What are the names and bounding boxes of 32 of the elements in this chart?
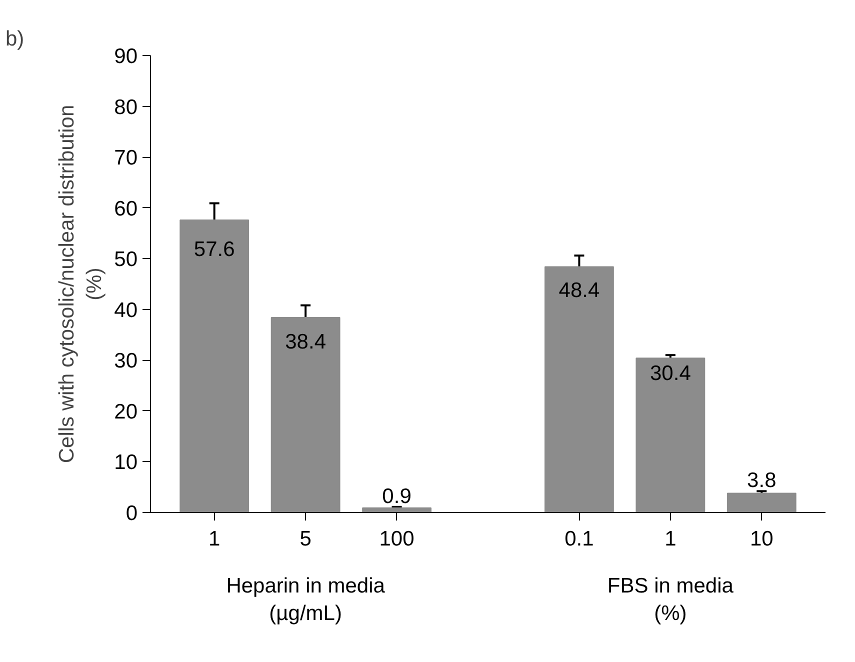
bar [636,358,706,512]
data-label: 38.4 [285,330,326,354]
text: b) [6,28,24,50]
data-label: 0.9 [382,484,412,508]
data-label: 57.6 [194,238,235,261]
y-tick-label: 50 [114,248,138,272]
text: FBS in media (%) [607,574,734,626]
data-label: 30.4 [650,362,692,386]
bar [270,317,340,512]
text: Heparin in media (µg/mL) [226,574,386,626]
x-tick-label: 100 [379,528,414,550]
x-tick-label: 10 [750,528,774,550]
y-tick-label: 0 [126,502,138,525]
y-tick-label: 40 [114,298,138,322]
y-tick-label: 20 [114,400,138,424]
y-tick-label: 60 [114,197,138,220]
x-tick-label: 1 [208,528,220,550]
x-tick-label: 0.1 [564,528,594,550]
data-label: 3.8 [747,469,776,492]
data-label: 48.4 [558,278,600,302]
y-tick-label: 10 [114,451,138,474]
y-tick-label: 70 [114,146,138,170]
bar [180,220,250,512]
y-tick-label: 80 [114,96,138,119]
bar [362,507,432,512]
y-tick-label: 90 [114,45,138,68]
y-axis-title: Cells with cytosolic/nuclear distribution (%) [56,104,106,464]
bar [544,266,614,512]
y-tick-label: 30 [114,350,138,373]
x-tick-label: 1 [664,528,676,550]
bar [726,492,796,512]
x-tick-label: 5 [300,528,312,550]
